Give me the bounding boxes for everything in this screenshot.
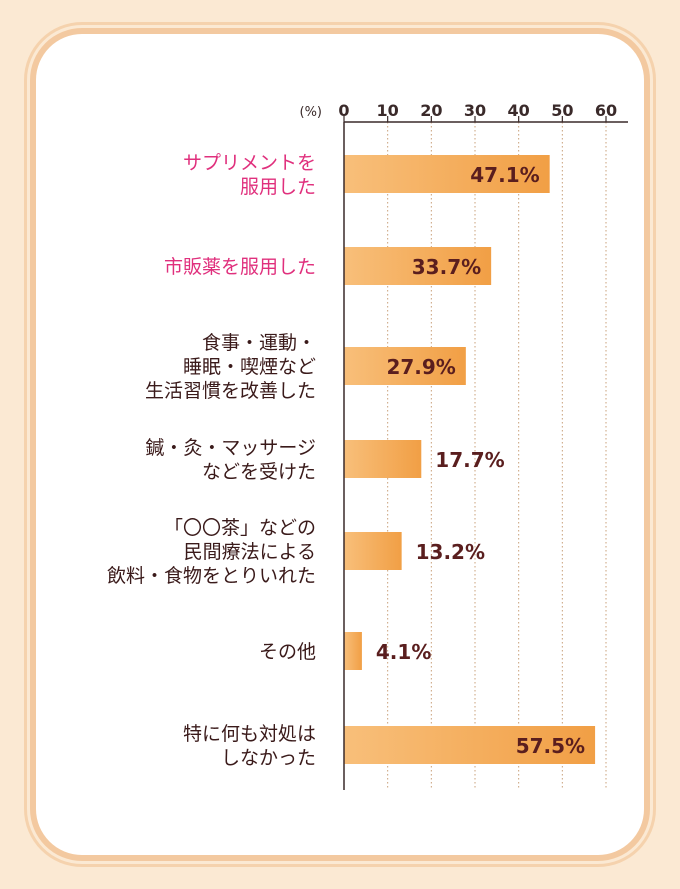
bar bbox=[344, 347, 466, 385]
x-tick-label: 30 bbox=[464, 101, 486, 120]
x-tick-label: 0 bbox=[338, 101, 349, 120]
category-label: 特に何も対処は bbox=[183, 723, 316, 745]
category-label: 睡眠・喫煙など bbox=[183, 356, 316, 378]
bar bbox=[344, 440, 422, 478]
x-tick-label: 50 bbox=[551, 101, 573, 120]
x-tick-label: 40 bbox=[508, 101, 530, 120]
x-tick-label: 10 bbox=[377, 101, 399, 120]
bar bbox=[344, 155, 550, 193]
bar-value-label: 13.2% bbox=[416, 540, 485, 564]
bar bbox=[344, 726, 596, 764]
bar-value-label: 33.7% bbox=[412, 255, 481, 279]
category-label: 市販薬を服用した bbox=[164, 256, 316, 278]
category-label: 服用した bbox=[240, 176, 316, 198]
category-label: 食事・運動・ bbox=[202, 332, 316, 354]
x-tick-label: 20 bbox=[420, 101, 442, 120]
category-label: などを受けた bbox=[202, 461, 316, 483]
category-label: しなかった bbox=[221, 747, 316, 769]
category-label: その他 bbox=[259, 641, 316, 663]
x-tick-label: 60 bbox=[595, 101, 617, 120]
bar bbox=[344, 532, 402, 570]
bar bbox=[344, 247, 492, 285]
category-label: 生活習慣を改善した bbox=[145, 380, 316, 402]
category-label: 「〇〇茶」などの bbox=[164, 517, 316, 539]
category-label: 民間療法による bbox=[184, 541, 316, 563]
bar-value-label: 57.5% bbox=[516, 734, 585, 758]
bar-value-label: 17.7% bbox=[435, 448, 504, 472]
bar bbox=[344, 632, 362, 670]
unit-label: (%) bbox=[300, 105, 323, 120]
category-label: 飲料・食物をとりいれた bbox=[107, 565, 316, 587]
category-label: サプリメントを bbox=[183, 152, 316, 174]
bar-value-label: 27.9% bbox=[386, 355, 455, 379]
category-label: 鍼・灸・マッサージ bbox=[145, 437, 316, 459]
bar-value-label: 47.1% bbox=[470, 163, 539, 187]
bar-value-label: 4.1% bbox=[376, 640, 431, 664]
